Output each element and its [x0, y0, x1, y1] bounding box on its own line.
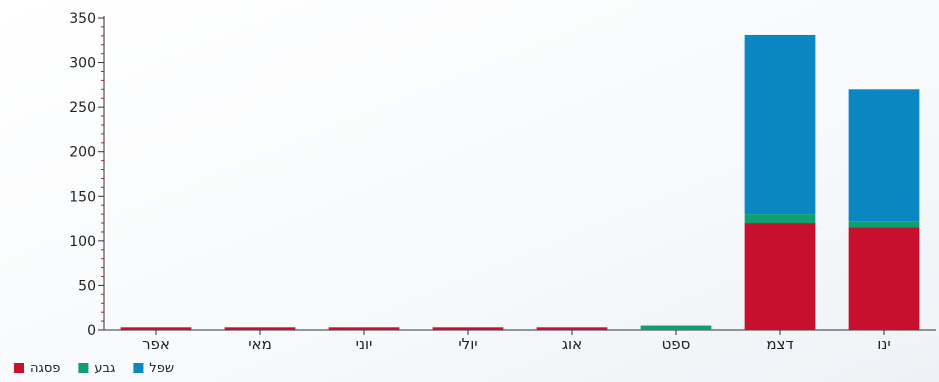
x-tick-label: יולי: [458, 335, 477, 353]
x-tick-label: מאי: [248, 335, 272, 353]
legend-label: שפל: [149, 361, 174, 376]
bar-segment: [848, 89, 920, 222]
y-tick-label: 200: [69, 145, 96, 161]
bar-segment: [120, 327, 192, 330]
bar-segment: [744, 223, 816, 330]
x-tick-label: דצמ: [766, 335, 793, 353]
x-tick-label: אפר: [142, 335, 170, 353]
x-tick-label: ינו: [877, 335, 890, 353]
y-tick-label: 0: [87, 323, 96, 339]
y-tick-label: 350: [69, 11, 96, 27]
legend-swatch: [133, 363, 144, 373]
bar-segment: [848, 221, 920, 228]
legend-label: פסגה: [30, 361, 60, 376]
bar-segment: [744, 34, 816, 215]
legend: פסגה גבע שפל: [14, 361, 174, 376]
bar-segment: [536, 327, 608, 330]
bar-segment: [224, 327, 296, 330]
bar-segment: [744, 214, 816, 224]
y-tick-label: 100: [69, 234, 96, 250]
legend-label: גבע: [94, 361, 115, 376]
legend-swatch: [14, 363, 24, 373]
y-tick-label: 300: [69, 56, 96, 72]
x-tick-label: אוג: [562, 335, 582, 353]
legend-swatch: [78, 363, 89, 373]
bar-segment: [848, 227, 920, 330]
bar-segment: [432, 327, 504, 330]
x-tick-label: ספט: [662, 335, 691, 353]
bar-segment: [328, 327, 400, 330]
x-tick-label: יוני: [356, 335, 373, 353]
y-tick-label: 150: [69, 189, 96, 205]
y-tick-label: 50: [78, 278, 96, 294]
bar-segment: [640, 325, 712, 330]
plot-area: 0 50 100 150 200 250 300 350 אפר מאי יוני יולי אוג ספ…: [69, 11, 936, 353]
y-tick-label: 250: [69, 100, 96, 116]
